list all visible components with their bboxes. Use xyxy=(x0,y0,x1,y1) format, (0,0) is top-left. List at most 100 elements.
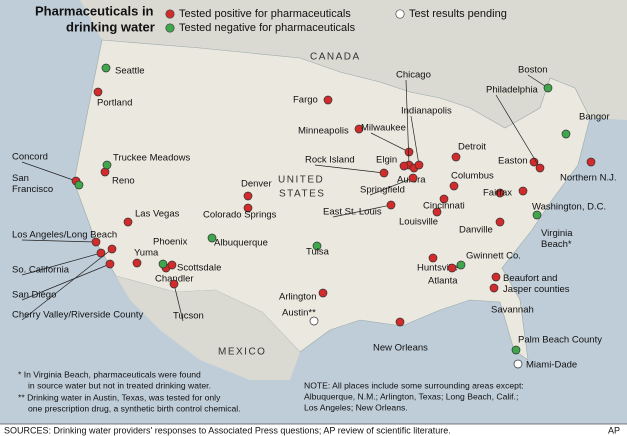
place-marker xyxy=(408,173,418,183)
place-marker xyxy=(105,259,115,269)
legend-swatch xyxy=(165,23,175,33)
place-label: Beaufort and Jasper counties xyxy=(503,273,570,295)
place-label: Los Angeles/Long Beach xyxy=(12,230,117,241)
place-marker xyxy=(323,95,333,105)
place-label: Philadelphia xyxy=(486,85,538,96)
place-marker xyxy=(561,129,571,139)
leader-line xyxy=(370,132,410,153)
place-label: Las Vegas xyxy=(135,209,180,220)
place-marker xyxy=(529,157,539,167)
place-marker xyxy=(93,87,103,97)
place-marker xyxy=(354,124,364,134)
place-label: Springfield xyxy=(360,185,405,196)
legend-label: Tested positive for pharmaceuticals xyxy=(179,8,351,20)
place-marker xyxy=(158,259,168,269)
place-label: Arlington xyxy=(279,292,317,303)
place-label: San Diego xyxy=(12,290,56,301)
credit: AP xyxy=(608,425,620,435)
leader-line xyxy=(495,94,541,169)
place-marker xyxy=(309,316,319,326)
place-label: Chicago xyxy=(396,70,431,81)
footnote: one prescription drug, a synthetic birth… xyxy=(28,403,241,413)
leader-line xyxy=(21,248,113,321)
place-label: Northern N.J. xyxy=(560,173,617,184)
place-marker xyxy=(74,180,84,190)
place-label: Truckee Meadows xyxy=(113,153,191,164)
place-label: Fairfax xyxy=(483,188,512,199)
place-label: Miami-Dade xyxy=(526,360,577,371)
leader-line xyxy=(21,161,77,182)
place-marker xyxy=(491,272,501,282)
place-marker xyxy=(451,152,461,162)
place-marker xyxy=(399,161,409,171)
note: Albuquerque, N.M.; Arlington, Texas; Lon… xyxy=(304,391,518,401)
note: NOTE: All places include some surroundin… xyxy=(304,380,524,390)
title: drinking water xyxy=(66,19,155,34)
place-marker xyxy=(532,210,542,220)
place-marker xyxy=(495,217,505,227)
place-label: San Francisco xyxy=(12,173,53,195)
place-label: Danville xyxy=(459,225,493,236)
place-marker xyxy=(432,207,442,217)
place-label: Detroit xyxy=(458,142,486,153)
place-label: Minneapolis xyxy=(298,126,349,137)
place-label: Milwaukee xyxy=(361,123,406,134)
place-marker xyxy=(91,237,101,247)
place-label: Tucson xyxy=(173,311,204,322)
place-marker xyxy=(102,160,112,170)
footnote: in source water but not in treated drink… xyxy=(28,380,211,390)
place-label: Indianapolis xyxy=(401,106,452,117)
place-label: Cherry Valley/Riverside County xyxy=(12,310,144,321)
place-label: Huntsville xyxy=(417,263,458,274)
place-label: Rock Island xyxy=(305,155,355,166)
place-marker xyxy=(439,194,449,204)
place-marker xyxy=(243,203,253,213)
place-marker xyxy=(543,83,553,93)
place-marker xyxy=(404,147,414,157)
place-label: Easton xyxy=(498,156,528,167)
place-label: Columbus xyxy=(451,171,494,182)
place-label-line: San xyxy=(12,173,29,184)
place-marker xyxy=(518,186,528,196)
place-label: So. California xyxy=(12,265,70,276)
legend-label: Tested negative for pharmaceuticals xyxy=(179,22,356,34)
place-marker xyxy=(167,260,177,270)
place-marker xyxy=(428,253,438,263)
region-label: STATES xyxy=(279,189,325,200)
place-label: Denver xyxy=(241,179,272,190)
place-label-line: Beaufort and xyxy=(503,273,557,284)
place-marker xyxy=(513,359,523,369)
legend-swatch xyxy=(165,9,175,19)
region-label: MEXICO xyxy=(218,347,266,358)
place-marker xyxy=(414,160,424,170)
place-marker xyxy=(312,241,322,251)
leader-line xyxy=(405,79,410,166)
sources: SOURCES: Drinking water providers' respo… xyxy=(4,425,451,435)
place-label: Boston xyxy=(518,65,548,76)
place-marker xyxy=(243,191,253,201)
place-label: Savannah xyxy=(491,305,534,316)
place-marker xyxy=(379,168,389,178)
place-marker xyxy=(586,157,596,167)
leader-line xyxy=(369,177,414,196)
place-label: Colorado Springs xyxy=(203,210,277,221)
region-label: CANADA xyxy=(310,52,361,63)
place-label: Cincinnati xyxy=(423,201,465,212)
place-marker xyxy=(449,181,459,191)
place-marker xyxy=(495,188,505,198)
place-label: Austin** xyxy=(282,308,316,319)
place-label: Scottsdale xyxy=(177,263,221,274)
place-label-line: Jasper counties xyxy=(503,284,570,295)
place-marker xyxy=(107,244,117,254)
place-marker xyxy=(386,200,396,210)
leader-line xyxy=(332,204,392,218)
place-marker xyxy=(96,248,106,258)
leader-line xyxy=(21,263,111,301)
place-label: Reno xyxy=(112,176,135,187)
united-states xyxy=(73,39,591,361)
place-label-line: Beach* xyxy=(541,239,572,250)
place-label: Fargo xyxy=(293,95,318,106)
place-marker xyxy=(447,263,457,273)
note: Los Angeles; New Orleans. xyxy=(304,402,408,412)
